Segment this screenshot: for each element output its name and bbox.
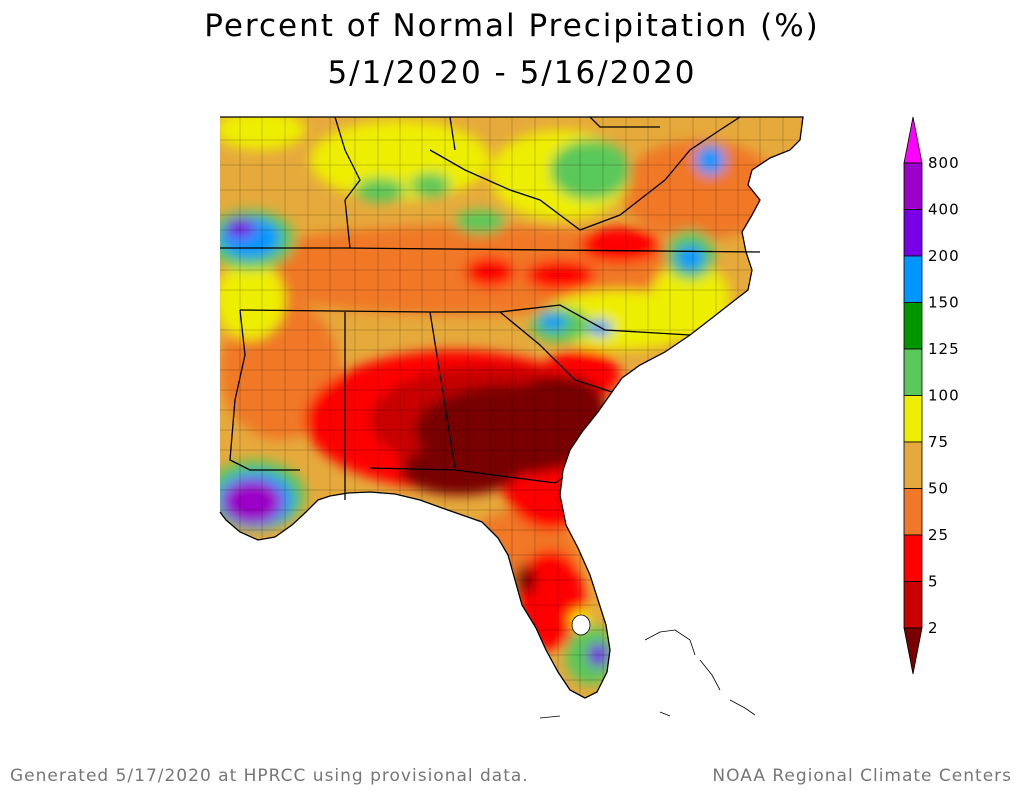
legend-tick-label: 25 [928, 526, 949, 544]
legend-tick-label: 400 [928, 201, 960, 219]
legend-swatch [903, 395, 923, 443]
state-boundaries [219, 116, 804, 699]
source-credit: NOAA Regional Climate Centers [712, 766, 1012, 786]
map-title: Percent of Normal Precipitation (%) [204, 8, 820, 44]
legend-swatch [903, 534, 923, 582]
generated-note: Generated 5/17/2020 at HPRCC using provi… [10, 766, 529, 786]
legend-swatch [903, 488, 923, 536]
legend-swatch [903, 302, 923, 350]
legend-tick-label: 800 [928, 154, 960, 172]
legend-tick-label: 75 [928, 433, 949, 451]
legend-swatch [903, 627, 923, 675]
legend-tick-label: 50 [928, 480, 949, 498]
legend-color-bar [903, 116, 923, 675]
bahamas-coastline [539, 629, 756, 719]
legend-swatch [903, 441, 923, 489]
legend-tick-label: 150 [928, 294, 960, 312]
legend-swatch [903, 581, 923, 629]
legend-swatch [903, 209, 923, 257]
legend-labels: 800 400 200 150 125 100 75 50 25 5 2 [928, 154, 960, 637]
legend-tick-label: 2 [928, 619, 939, 637]
legend-tick-label: 5 [928, 573, 939, 591]
legend-swatch [903, 116, 923, 164]
legend-tick-label: 200 [928, 247, 960, 265]
legend-tick-label: 100 [928, 387, 960, 405]
legend-swatch [903, 255, 923, 303]
legend-swatch [903, 348, 923, 396]
legend-swatch [903, 162, 923, 210]
map-date-range: 5/1/2020 - 5/16/2020 [327, 55, 697, 91]
legend-tick-label: 125 [928, 340, 960, 358]
lake-okeechobee [571, 614, 591, 636]
